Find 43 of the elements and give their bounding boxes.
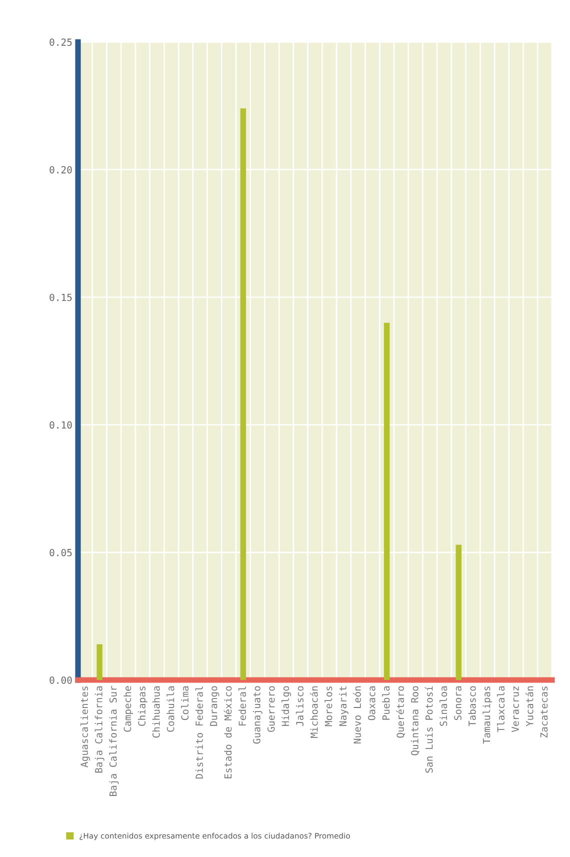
x-tick-label: Durango (210, 686, 220, 726)
x-tick-label: Colima (180, 686, 189, 720)
x-tick-label: Quintana Roo (410, 686, 420, 756)
x-tick-label: Oaxaca (368, 686, 376, 720)
x-tick-label: Tabasco (468, 686, 476, 726)
x-tick-label: Veracruz (512, 686, 519, 732)
bar (240, 108, 246, 680)
bar (96, 644, 102, 680)
x-tick-label: Zacatecas (540, 686, 548, 738)
x-tick-label: Yucatán (525, 686, 534, 726)
y-tick-label: 0.00 (50, 676, 72, 684)
x-tick-label: Morelos (324, 686, 332, 726)
x-tick-label: Distrito Federal (195, 686, 203, 779)
x-tick-label: Sinaloa (440, 686, 448, 726)
x-tick-label: Tlaxcala (496, 686, 505, 732)
y-tick-label: 0.25 (50, 38, 72, 46)
x-tick-label: Tamaulipas (482, 686, 492, 744)
x-tick-label: Coahuila (166, 686, 174, 732)
y-tick-label: 0.20 (50, 166, 72, 174)
x-tick-label: Campeche (124, 686, 134, 732)
x-tick-label: Chihuahua (152, 686, 160, 738)
x-tick-label: Federal (238, 686, 246, 726)
x-tick-label: Chiapas (138, 686, 148, 726)
y-tick-label: 0.05 (50, 548, 72, 556)
bar (456, 544, 462, 680)
x-tick-label: Puebla (382, 686, 390, 720)
x-tick-label: Hidalgo (282, 686, 292, 726)
x-tick-label: San Luis Potosí (424, 686, 433, 773)
x-tick-label: Michoacán (310, 686, 318, 738)
x-tick-label: Jalisco (296, 686, 304, 726)
x-tick-label: Aguascalientes (80, 686, 90, 768)
y-tick-label: 0.15 (50, 294, 72, 302)
x-tick-label: Querétaro (396, 686, 406, 738)
y-tick-label: 0.10 (50, 421, 72, 429)
bar (384, 322, 390, 680)
x-tick-label: Nuevo León (353, 686, 361, 744)
x-tick-label: Guerrero (267, 686, 275, 732)
x-tick-label: Sonora (454, 686, 462, 720)
x-tick-label: Baja California (94, 686, 104, 773)
x-tick-label: Guanajuato (252, 686, 262, 744)
x-tick-label: Estado de México (224, 686, 232, 778)
x-tick-label: Nayarit (339, 686, 348, 726)
x-tick-label: Baja California Sur (109, 686, 119, 796)
